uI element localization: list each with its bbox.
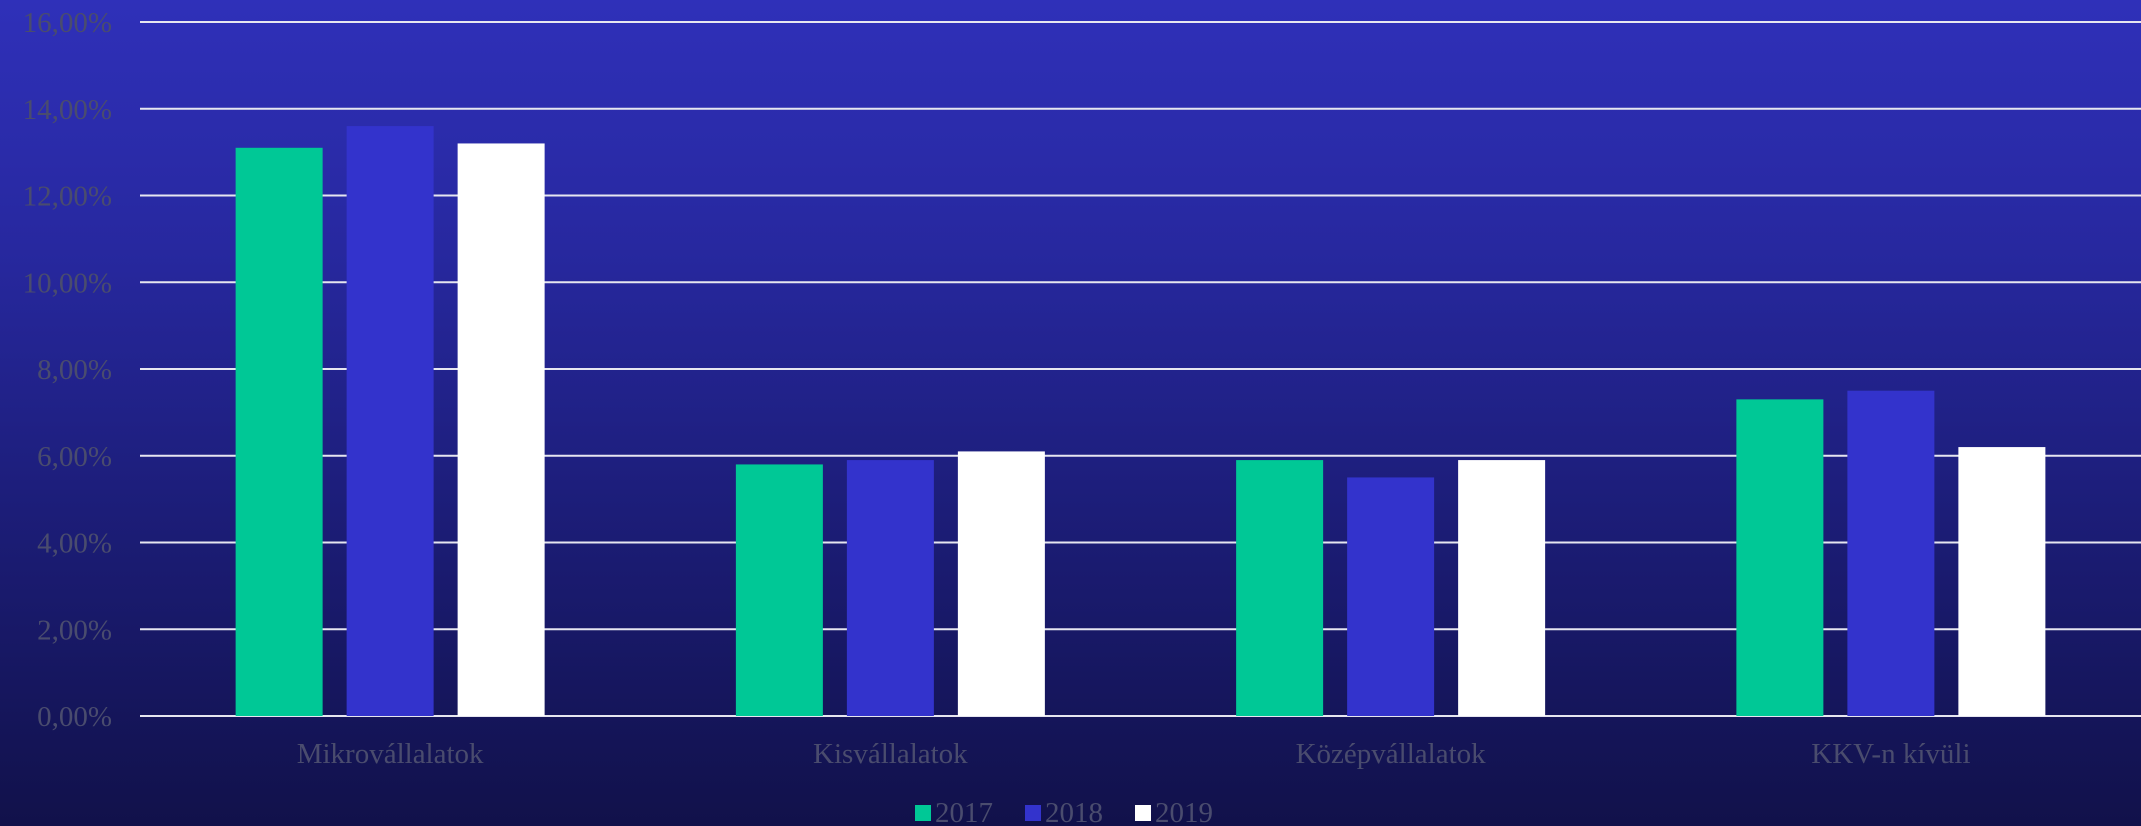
x-axis-ticks: Mikrovállalatok Kisvállalatok Középvállala… <box>297 738 1971 770</box>
bar-2018-2 <box>1347 477 1435 716</box>
x-tick-label: KKV-n kívüli <box>1811 738 1970 770</box>
y-tick-label: 14,00% <box>23 94 112 126</box>
gridlines <box>140 21 2141 717</box>
y-tick-label: 8,00% <box>37 354 112 386</box>
y-axis-ticks: 0,00% 2,00% 4,00% 6,00% 8,00% 10,00% 12,00% 14,… <box>23 7 112 733</box>
legend-swatch-2017 <box>915 805 931 821</box>
y-tick-label: 10,00% <box>23 267 112 299</box>
bar-2017-2 <box>1236 460 1324 716</box>
x-tick-label: Középvállalatok <box>1296 738 1487 770</box>
y-tick-label: 12,00% <box>23 181 112 213</box>
bar-2019-0 <box>457 143 545 716</box>
bar-2019-2 <box>1458 460 1546 716</box>
bar-2018-3 <box>1847 390 1935 716</box>
x-tick-label: Kisvállalatok <box>813 738 968 770</box>
y-tick-label: 16,00% <box>23 7 112 39</box>
bar-2017-3 <box>1736 399 1824 716</box>
bar-2017-1 <box>735 464 823 716</box>
y-tick-label: 6,00% <box>37 441 112 473</box>
x-tick-label: Mikrovállalatok <box>297 738 484 770</box>
bar-2017-0 <box>235 147 323 717</box>
bar-2018-1 <box>846 460 934 716</box>
y-tick-label: 0,00% <box>37 701 112 733</box>
legend-label: 2017 <box>935 797 993 826</box>
bar-2019-3 <box>1958 447 2046 716</box>
y-tick-label: 4,00% <box>37 528 112 560</box>
legend: 2017 2018 2019 <box>915 797 1213 826</box>
legend-swatch-2018 <box>1025 805 1041 821</box>
legend-swatch-2019 <box>1135 805 1151 821</box>
bars <box>235 126 2046 717</box>
bar-2018-0 <box>346 126 434 717</box>
bar-2019-1 <box>957 451 1045 716</box>
legend-label: 2019 <box>1155 797 1213 826</box>
legend-label: 2018 <box>1045 797 1103 826</box>
y-tick-label: 2,00% <box>37 614 112 646</box>
